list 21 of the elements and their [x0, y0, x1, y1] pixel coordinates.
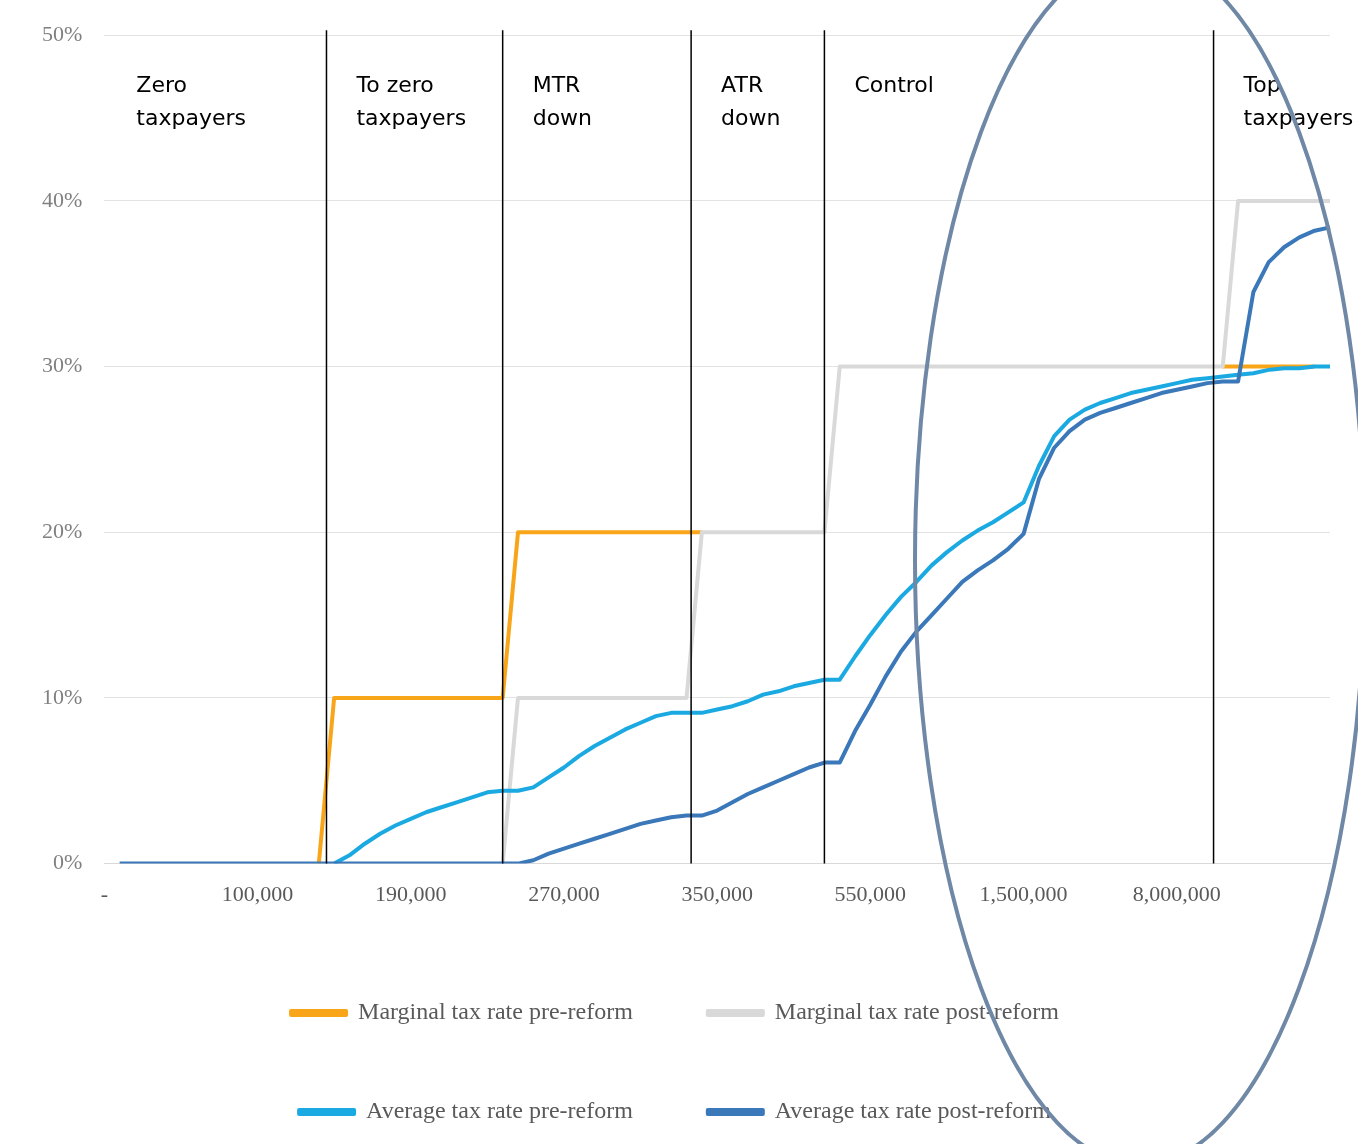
x-tick-label: 350,000 [681, 880, 753, 906]
x-tick-label: 1,500,000 [979, 880, 1068, 906]
y-tick-label: 50% [42, 20, 83, 46]
legend-label: Average tax rate pre-reform [366, 1097, 634, 1124]
x-tick-label: 190,000 [374, 880, 447, 906]
x-tick-label: 270,000 [528, 880, 600, 906]
x-tick-label: 8,000,000 [1132, 880, 1221, 906]
annotation: Control [854, 71, 934, 97]
annotation: MTR down [532, 71, 593, 130]
x-tick-label: 100,000 [221, 880, 294, 906]
y-tick-label: 10% [42, 683, 83, 709]
annotation: To zero taxpayers [355, 71, 467, 130]
legend-label: Marginal tax rate pre-reform [358, 998, 634, 1025]
y-tick-label: 40% [42, 186, 83, 212]
x-tick-label: - [100, 880, 108, 906]
x-tick-label: 550,000 [834, 880, 907, 906]
y-tick-label: 30% [42, 352, 83, 378]
y-tick-label: 20% [42, 518, 83, 544]
annotation: ATR down [721, 71, 781, 130]
y-tick-label: 0% [53, 849, 83, 875]
annotation: Zero taxpayers [136, 71, 246, 130]
